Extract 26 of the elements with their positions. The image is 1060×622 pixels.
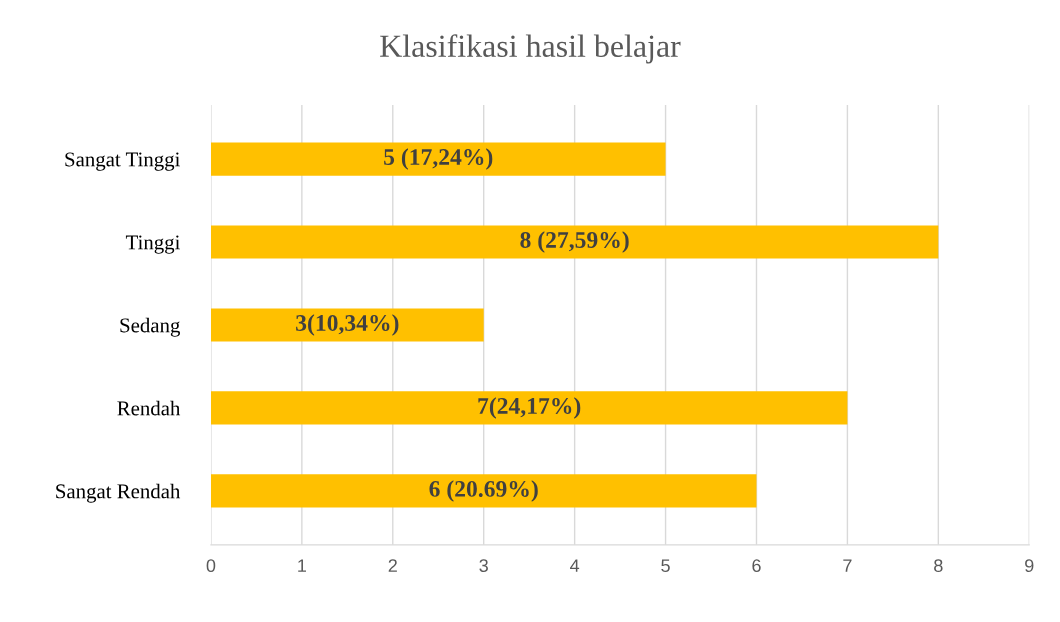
bar — [210, 142, 666, 176]
chart-title: Klasifikasi hasil belajar — [380, 34, 681, 64]
bar — [210, 308, 484, 342]
x-tick-label: 9 — [1025, 559, 1034, 573]
x-tick-label: 8 — [934, 559, 943, 573]
y-tick-label: Rendah — [117, 400, 181, 416]
bar — [210, 391, 848, 425]
x-tick-label: 5 — [661, 559, 670, 573]
bar — [210, 225, 939, 259]
bar — [210, 474, 757, 508]
x-tick-label: 6 — [752, 559, 761, 573]
x-tick-label: 1 — [298, 559, 306, 572]
x-tick-label: 3 — [479, 559, 488, 573]
data-label: 6 (20.69%) — [429, 480, 538, 502]
y-tick-label: Sangat Tinggi — [65, 152, 180, 171]
y-tick-label: Sedang — [120, 317, 180, 337]
y-tick-label: Tinggi — [125, 235, 180, 254]
x-tick-label: 0 — [206, 559, 216, 573]
data-label: 7(24,17%) — [478, 397, 581, 419]
y-tick-label: Sangat Rendah — [56, 483, 181, 503]
data-label: 8 (27,59%) — [520, 231, 629, 253]
data-label: 3(10,34%) — [296, 314, 399, 336]
x-tick-label: 2 — [388, 559, 397, 572]
x-tick-label: 7 — [843, 559, 852, 572]
x-tick-label: 4 — [570, 559, 580, 572]
data-label: 5 (17,24%) — [384, 148, 493, 170]
